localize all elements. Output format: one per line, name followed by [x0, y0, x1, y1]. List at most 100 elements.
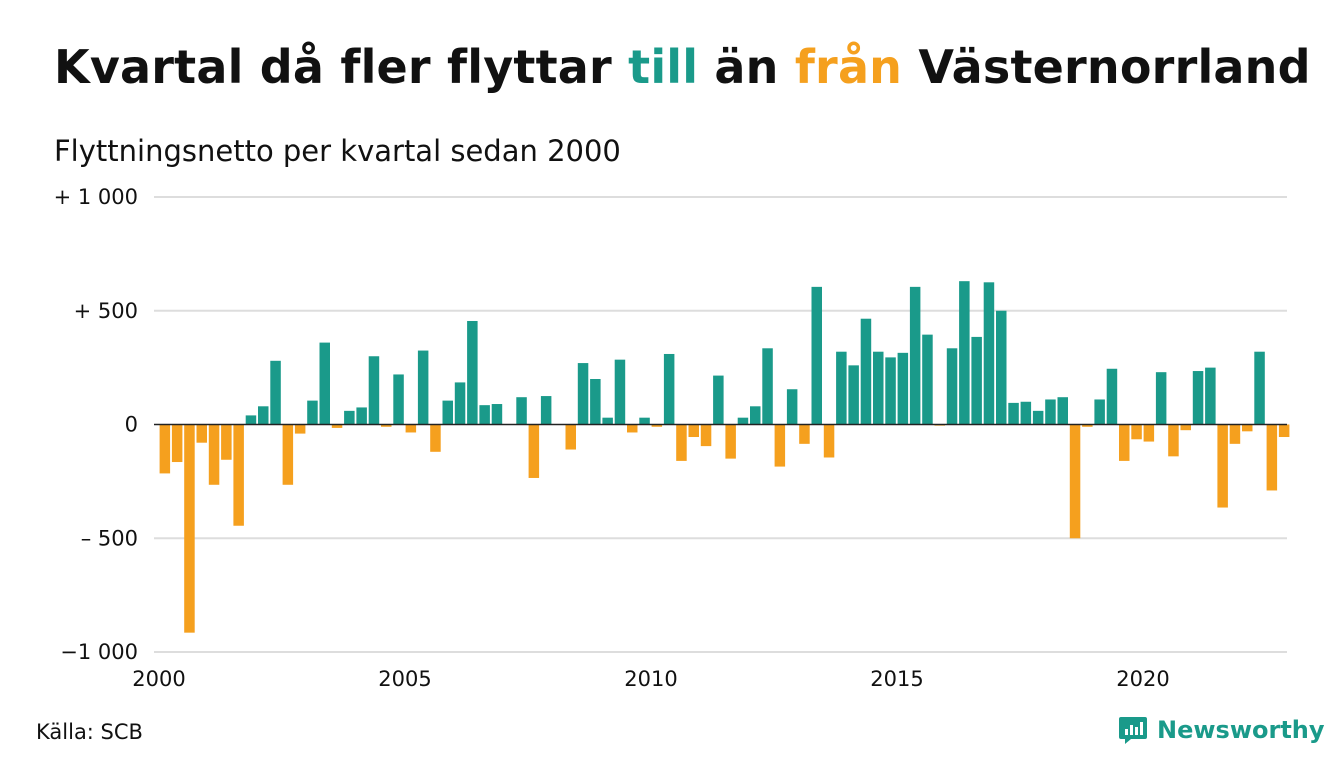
bar	[873, 351, 884, 425]
bar	[430, 424, 441, 452]
bar	[737, 417, 749, 425]
bar	[713, 375, 724, 425]
bar	[959, 281, 970, 425]
bar	[171, 424, 183, 463]
bar	[1020, 401, 1032, 425]
bar	[799, 424, 810, 444]
bar	[294, 424, 306, 434]
bar	[774, 424, 786, 467]
title-word-fran: från	[794, 40, 903, 94]
bar	[1045, 399, 1056, 425]
bar	[307, 400, 318, 425]
bar	[270, 360, 281, 425]
bar	[577, 363, 589, 425]
bar	[331, 424, 343, 428]
bar	[885, 357, 896, 425]
bar	[344, 410, 355, 425]
bar	[442, 400, 453, 425]
bar-chart: + 1 000 + 500 0 – 500 −1 000 2000 2005 2010 2015…	[54, 185, 1290, 691]
bar	[491, 404, 503, 425]
bar	[614, 359, 626, 425]
bar	[897, 352, 909, 425]
bar	[1205, 367, 1216, 425]
bar	[946, 348, 958, 425]
bar	[184, 424, 195, 633]
bar	[823, 424, 835, 458]
bar	[848, 365, 859, 425]
bar	[676, 424, 687, 461]
bar	[1069, 424, 1081, 539]
bar	[1131, 424, 1142, 440]
newsworthy-logo-icon	[1119, 717, 1147, 744]
bar	[627, 424, 638, 433]
bar	[196, 424, 207, 443]
bar	[565, 424, 576, 450]
y-tick-label: 0	[125, 413, 138, 437]
bar	[1229, 424, 1241, 444]
bar	[1008, 402, 1019, 425]
bar	[996, 310, 1007, 425]
bar	[725, 424, 736, 459]
y-tick-label: – 500	[81, 526, 138, 550]
bar	[319, 342, 330, 425]
bar	[1155, 372, 1167, 425]
bar	[479, 405, 490, 425]
bar	[540, 396, 552, 425]
bar	[1082, 424, 1093, 427]
bar	[639, 417, 650, 425]
bar	[663, 353, 675, 425]
bar	[1106, 368, 1118, 425]
bar	[590, 379, 601, 425]
bar	[983, 282, 995, 425]
bar	[1168, 424, 1179, 457]
bar	[688, 424, 699, 438]
title-word-till: till	[628, 40, 699, 94]
bar	[282, 424, 294, 485]
bar	[762, 348, 773, 425]
bar	[602, 417, 613, 425]
bar	[516, 397, 527, 425]
x-tick-label: 2020	[1116, 667, 1169, 691]
x-tick-label: 2005	[378, 667, 431, 691]
bar	[860, 318, 872, 425]
y-tick-label: + 500	[74, 299, 138, 323]
bar	[971, 336, 982, 425]
bar	[467, 320, 478, 425]
bar	[233, 424, 244, 526]
bar	[1242, 424, 1253, 432]
bar	[1254, 351, 1265, 425]
chart-subtitle: Flyttningsnetto per kvartal sedan 2000	[54, 134, 621, 168]
bar	[393, 374, 404, 425]
title-text-mid: än	[698, 40, 795, 94]
gridlines	[154, 196, 1287, 653]
bars	[159, 281, 1290, 633]
bar	[1266, 424, 1278, 491]
bar	[1057, 397, 1068, 425]
bar	[1192, 371, 1204, 425]
title-text-end: Västernorrland	[902, 40, 1311, 94]
bar	[368, 356, 380, 425]
bar	[356, 407, 367, 425]
bar	[258, 406, 269, 425]
bar	[405, 424, 417, 433]
bar	[381, 424, 392, 427]
bar	[922, 334, 933, 425]
bar	[159, 424, 171, 474]
bar	[528, 424, 540, 478]
bar	[786, 389, 798, 425]
bar	[1032, 410, 1044, 425]
title-text-start: Kvartal då fler flyttar	[54, 40, 629, 94]
bar	[245, 415, 257, 425]
y-tick-label: + 1 000	[54, 185, 138, 209]
bar	[651, 424, 663, 427]
bar	[1119, 424, 1130, 461]
bar	[1180, 424, 1191, 431]
bar	[1143, 424, 1155, 442]
bar	[700, 424, 712, 447]
bar	[1217, 424, 1228, 508]
bar	[221, 424, 232, 460]
bar	[1094, 399, 1105, 425]
bar	[811, 286, 822, 425]
bar	[909, 286, 921, 425]
brand-logo[interactable]: Newsworthy	[1117, 712, 1325, 748]
